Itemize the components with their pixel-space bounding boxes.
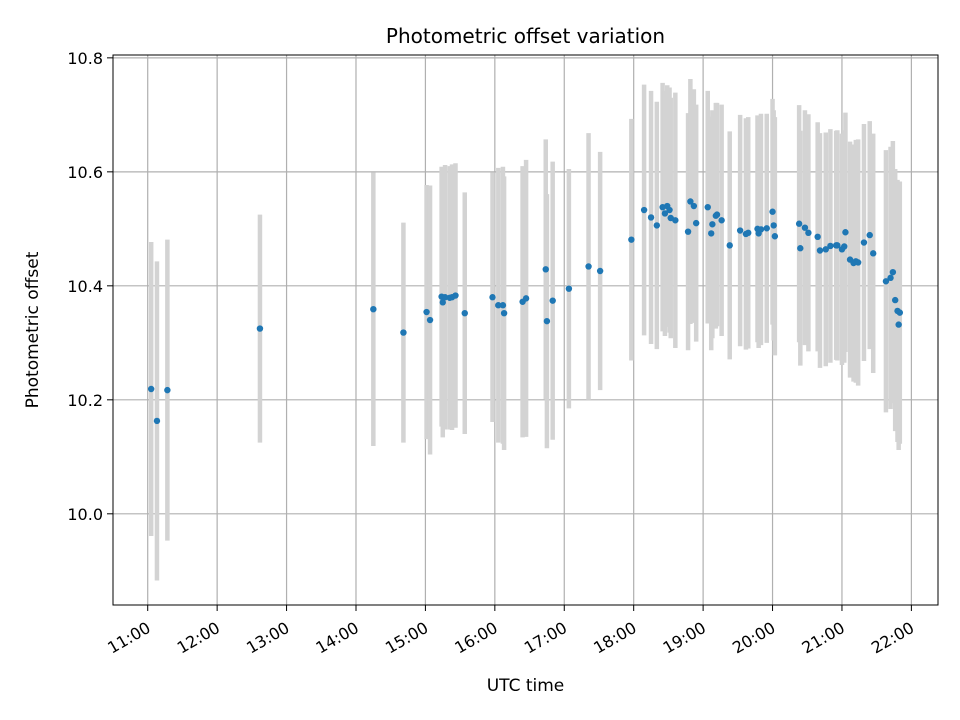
data-point xyxy=(256,325,264,332)
y-tick-label: 10.8 xyxy=(67,49,103,68)
data-point xyxy=(499,302,507,309)
data-point xyxy=(816,247,824,254)
data-point xyxy=(709,221,716,228)
data-point xyxy=(543,317,551,325)
data-point xyxy=(718,217,725,224)
data-point xyxy=(834,242,841,249)
data-point xyxy=(769,208,776,215)
data-point xyxy=(153,417,161,425)
data-point xyxy=(805,229,812,237)
data-point xyxy=(745,229,752,237)
plot-frame xyxy=(112,54,939,606)
data-point xyxy=(439,299,446,306)
data-point xyxy=(770,222,777,229)
data-point xyxy=(822,246,829,253)
data-point xyxy=(672,217,679,224)
data-point xyxy=(795,220,803,227)
data-point xyxy=(687,198,694,205)
data-point xyxy=(585,263,592,270)
data-point xyxy=(461,309,468,317)
data-point xyxy=(704,203,711,211)
data-point xyxy=(495,302,502,309)
y-axis-ticks: 10.0 10.2 10.4 10.6 10.8 xyxy=(67,49,113,524)
data-point xyxy=(887,274,894,282)
y-tick-label: 10.4 xyxy=(67,277,103,296)
y-tick-label: 10.6 xyxy=(67,163,103,182)
data-point xyxy=(426,316,434,324)
data-point xyxy=(565,285,573,292)
data-point xyxy=(661,210,669,217)
data-point xyxy=(653,222,661,229)
y-tick-label: 10.2 xyxy=(67,391,103,410)
data-point xyxy=(640,206,648,214)
data-point xyxy=(854,259,862,266)
data-point xyxy=(889,268,897,276)
data-point xyxy=(891,296,899,304)
data-point xyxy=(814,233,821,241)
data-point xyxy=(684,228,692,235)
y-axis-label: Photometric offset xyxy=(23,251,43,408)
data-point xyxy=(692,219,700,227)
data-point xyxy=(400,329,407,336)
data-point xyxy=(549,297,556,304)
data-point xyxy=(713,211,721,218)
data-point xyxy=(542,266,549,273)
data-point xyxy=(164,386,171,394)
data-point xyxy=(866,231,873,239)
data-point xyxy=(771,233,779,240)
data-point xyxy=(596,267,604,275)
data-point xyxy=(708,230,715,237)
data-point xyxy=(860,239,868,246)
data-point xyxy=(690,202,698,210)
data-point xyxy=(896,309,904,316)
x-axis-label: UTC time xyxy=(487,676,565,696)
data-point xyxy=(147,385,155,393)
data-point xyxy=(628,236,635,243)
data-point xyxy=(882,278,890,285)
data-point xyxy=(801,224,809,231)
data-point xyxy=(500,309,508,317)
chart-title: Photometric offset variation xyxy=(386,24,665,48)
data-point xyxy=(736,227,744,234)
data-point xyxy=(870,250,877,257)
data-point xyxy=(797,245,804,252)
data-point xyxy=(726,242,733,249)
data-point xyxy=(370,305,377,313)
data-point xyxy=(757,226,765,233)
data-point xyxy=(647,214,655,221)
data-point xyxy=(895,321,902,328)
data-point xyxy=(489,294,496,301)
data-point xyxy=(423,308,430,316)
y-tick-label: 10.0 xyxy=(67,505,103,524)
data-point xyxy=(763,225,770,232)
data-point xyxy=(841,243,848,250)
data-point xyxy=(827,242,834,250)
data-point xyxy=(666,206,673,214)
data-point xyxy=(452,292,459,299)
data-point xyxy=(842,229,849,236)
data-points xyxy=(147,198,904,425)
data-point xyxy=(522,295,530,302)
